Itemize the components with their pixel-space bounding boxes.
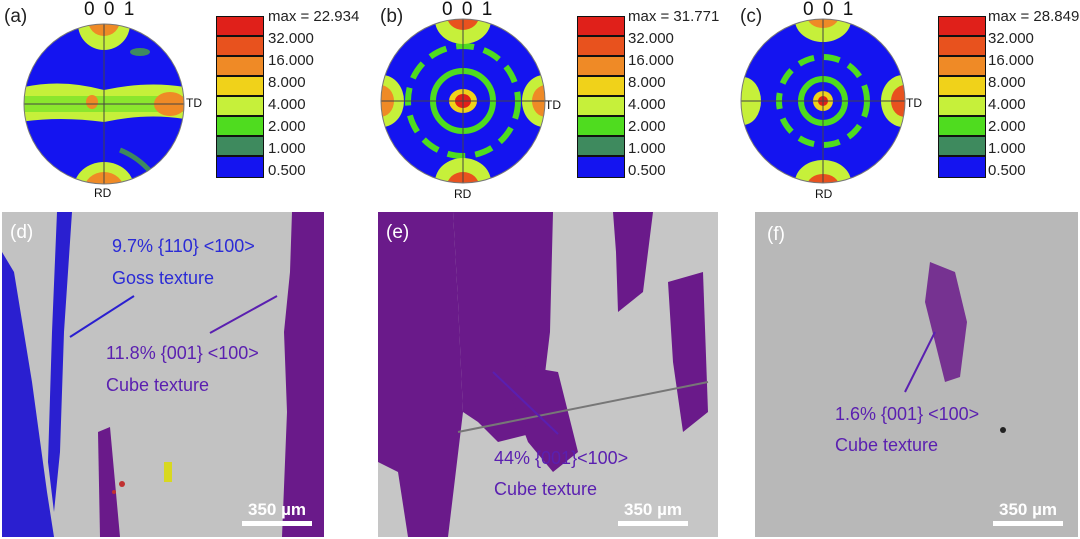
pole-figure-c [740,18,906,184]
micrograph-f: (f) 1.6% {001} <100> Cube texture 350 µm [755,212,1078,537]
scale-bar-d: 350 µm [242,500,312,526]
pole-figure-a [23,23,185,185]
panel-label-f: (f) [767,224,785,245]
cube-percentage: 1.6% {001} <100> [835,404,980,424]
legend-value: 16.000 [628,52,674,69]
legend-value: 16.000 [268,52,314,69]
legend-values-b: max = 31.771 32.000 16.000 8.000 4.000 2… [628,8,728,183]
cube-texture-label: Cube texture [494,479,598,499]
micrograph-e: (e) 44% {001}<100> Cube texture 350 µm [378,212,718,537]
pole-figure-header-a: 0 0 1 [84,0,137,20]
legend-value: 8.000 [268,74,306,91]
panel-label-d: (d) [10,222,34,243]
cube-percentage: 44% {001}<100> [494,448,629,468]
legend-value: 1.000 [988,140,1026,157]
cube-texture-label: Cube texture [835,435,939,455]
legend-value: 1.000 [628,140,666,157]
legend-values-a: max = 22.934 32.000 16.000 8.000 4.000 2… [268,8,368,183]
pole-figure-header-c: 0 0 1 [803,0,856,20]
legend-value: 8.000 [988,74,1026,91]
cube-texture-label: Cube texture [106,375,210,395]
legend-max: max = 22.934 [268,8,360,25]
legend-values-c: max = 28.849 32.000 16.000 8.000 4.000 2… [988,8,1080,183]
scale-label: 350 µm [248,500,306,519]
legend-value: 32.000 [628,30,674,47]
pole-figure-header-b: 0 0 1 [442,0,495,20]
rd-label-c: RD [815,187,833,201]
legend-value: 1.000 [268,140,306,157]
color-legend-a [216,16,264,178]
legend-value: 4.000 [988,96,1026,113]
rd-label-b: RD [454,187,472,201]
rd-label-a: RD [94,186,112,200]
legend-max: max = 28.849 [988,8,1080,25]
legend-value: 16.000 [988,52,1034,69]
panel-label-e: (e) [386,222,410,243]
legend-value: 2.000 [268,118,306,135]
legend-value: 0.500 [268,162,306,179]
micrograph-d: (d) 9.7% {110} <100> Goss texture 11.8% … [2,212,324,537]
legend-max: max = 31.771 [628,8,720,25]
panel-label-a: (a) [4,6,28,27]
legend-value: 4.000 [268,96,306,113]
legend-value: 0.500 [988,162,1026,179]
legend-value: 4.000 [628,96,666,113]
legend-value: 0.500 [628,162,666,179]
panel-label-b: (b) [380,6,404,27]
color-legend-c [938,16,986,178]
scale-bar-e: 350 µm [618,500,688,526]
cube-percentage: 11.8% {001} <100> [106,343,259,363]
pole-figure-b [380,18,546,184]
legend-value: 2.000 [628,118,666,135]
legend-value: 8.000 [628,74,666,91]
color-legend-b [577,16,625,178]
legend-value: 2.000 [988,118,1026,135]
panel-label-c: (c) [740,6,763,27]
scale-label: 350 µm [999,500,1057,519]
td-label-a: TD [186,96,202,110]
scale-bar-f: 350 µm [993,500,1063,526]
td-label-b: TD [545,98,561,112]
goss-percentage: 9.7% {110} <100> [112,236,255,256]
legend-value: 32.000 [268,30,314,47]
legend-value: 32.000 [988,30,1034,47]
td-label-c: TD [906,96,922,110]
goss-texture-label: Goss texture [112,268,215,288]
scale-label: 350 µm [624,500,682,519]
